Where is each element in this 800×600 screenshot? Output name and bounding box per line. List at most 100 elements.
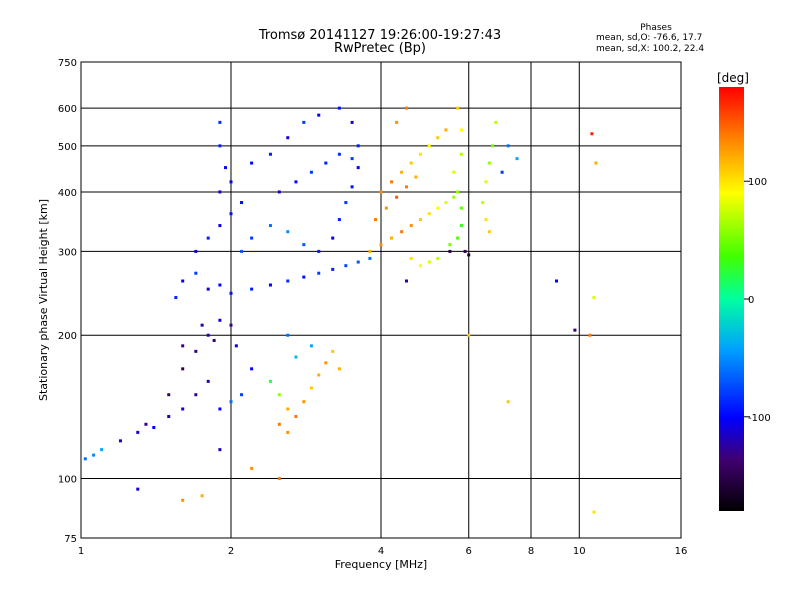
data-point [294, 180, 298, 184]
data-point [181, 498, 185, 502]
data-point [294, 414, 298, 418]
data-point [302, 120, 306, 124]
data-point [404, 185, 408, 189]
stats-x-mode: mean, sd,X: 100.2, 22.4 [596, 44, 705, 54]
data-point [590, 132, 594, 136]
data-point [294, 355, 298, 359]
data-point [452, 170, 456, 174]
data-point [136, 487, 140, 491]
data-point [100, 448, 104, 452]
data-point [268, 152, 272, 156]
data-point [404, 106, 408, 110]
data-point [404, 279, 408, 283]
data-point [286, 279, 290, 283]
x-axis-label: Frequency [MHz] [335, 558, 427, 571]
data-point [302, 243, 306, 247]
data-point [317, 249, 321, 253]
data-point [356, 144, 360, 148]
data-point [448, 249, 452, 253]
data-point [229, 323, 233, 327]
y-tick-label: 100 [58, 475, 77, 486]
data-point [234, 344, 238, 348]
data-point [456, 190, 460, 194]
data-point [218, 120, 222, 124]
data-point [250, 236, 254, 240]
data-point [418, 152, 422, 156]
data-point [459, 128, 463, 132]
data-points [83, 106, 598, 514]
data-point [491, 144, 495, 148]
data-point [379, 190, 383, 194]
data-point [390, 236, 394, 240]
data-point [118, 439, 122, 443]
data-point [218, 283, 222, 287]
data-point [436, 206, 440, 210]
data-point [456, 106, 460, 110]
data-point [350, 185, 354, 189]
data-point [344, 264, 348, 268]
data-point [484, 218, 488, 222]
data-point [356, 166, 360, 170]
data-point [167, 393, 171, 397]
y-tick-label: 300 [58, 247, 77, 258]
data-point [484, 180, 488, 184]
data-point [379, 243, 383, 247]
data-point [194, 271, 198, 275]
data-point [309, 170, 313, 174]
data-point [200, 494, 204, 498]
data-point [218, 318, 222, 322]
data-point [337, 367, 341, 371]
data-point [368, 256, 372, 260]
data-point [400, 230, 404, 234]
x-tick-label: 6 [466, 546, 472, 557]
data-point [240, 201, 244, 205]
x-axis-ticks: 1 2 4 6 8 10 16 [78, 546, 688, 557]
data-point [395, 195, 399, 199]
x-tick-label: 2 [228, 546, 234, 557]
data-point [174, 296, 178, 300]
x-tick-label: 16 [675, 546, 688, 557]
data-point [277, 393, 281, 397]
data-point [494, 120, 498, 124]
data-point [194, 393, 198, 397]
data-point [181, 344, 185, 348]
data-point [277, 422, 281, 426]
data-point [212, 338, 216, 342]
data-point [436, 256, 440, 260]
stats-heading: Phases [640, 23, 672, 33]
data-point [250, 466, 254, 470]
data-point [374, 218, 378, 222]
data-point [268, 379, 272, 383]
data-point [229, 212, 233, 216]
data-point [144, 422, 148, 426]
data-point [459, 224, 463, 228]
data-point [506, 400, 510, 404]
data-point [427, 144, 431, 148]
data-point [487, 230, 491, 234]
y-tick-label: 500 [58, 142, 77, 153]
data-point [592, 510, 596, 514]
data-point [344, 201, 348, 205]
data-point [337, 152, 341, 156]
data-point [554, 279, 558, 283]
data-point [390, 180, 394, 184]
data-point [268, 224, 272, 228]
data-point [384, 206, 388, 210]
chart-subtitle: RwPretec (Bp) [333, 41, 427, 56]
data-point [286, 230, 290, 234]
data-point [487, 161, 491, 165]
data-point [224, 166, 228, 170]
data-point [467, 253, 471, 257]
data-point [427, 260, 431, 264]
data-point [309, 386, 313, 390]
data-point [331, 236, 335, 240]
data-point [436, 136, 440, 140]
data-point [337, 218, 341, 222]
colorbar-tick-label: 100 [748, 177, 767, 188]
y-tick-label: 600 [58, 104, 77, 115]
data-point [356, 260, 360, 264]
data-point [206, 287, 210, 291]
chart-title: Tromsø 20141127 19:26:00-19:27:43 [258, 28, 502, 43]
data-point [218, 407, 222, 411]
data-point [194, 249, 198, 253]
